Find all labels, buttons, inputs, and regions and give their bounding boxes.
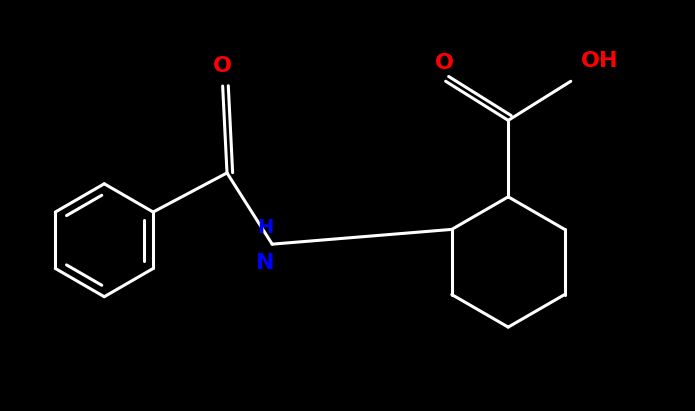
Text: O: O <box>434 53 453 73</box>
Text: O: O <box>213 55 232 76</box>
Text: OH: OH <box>581 51 619 71</box>
Text: H: H <box>257 218 273 237</box>
Text: N: N <box>256 253 275 273</box>
